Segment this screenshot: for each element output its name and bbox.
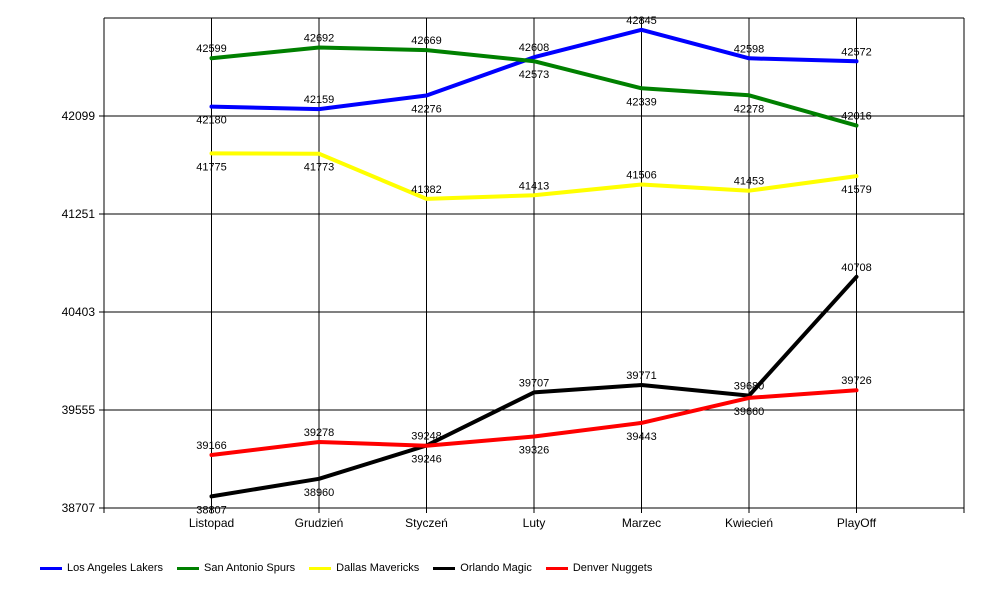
legend-swatch — [433, 566, 456, 570]
data-label: 39660 — [734, 406, 765, 418]
data-label: 39248 — [411, 430, 442, 442]
data-label: 39707 — [519, 377, 550, 389]
data-label: 42845 — [626, 15, 657, 27]
x-tick-label: PlayOff — [837, 516, 877, 530]
data-label: 39166 — [196, 440, 227, 452]
data-label: 42669 — [411, 35, 442, 47]
data-label: 41413 — [519, 180, 550, 192]
data-label: 41775 — [196, 161, 227, 173]
legend-item: Denver Nuggets — [545, 562, 653, 574]
data-label: 41382 — [411, 184, 442, 196]
legend-swatch — [309, 566, 332, 570]
data-label: 42692 — [304, 32, 335, 44]
data-label: 39278 — [304, 427, 335, 439]
series-line-4 — [209, 388, 859, 457]
data-label: 39726 — [841, 375, 872, 387]
data-label: 42276 — [411, 104, 442, 116]
legend-label: Orlando Magic — [460, 562, 532, 574]
series-line-0 — [209, 27, 859, 112]
data-label: 38960 — [304, 487, 335, 499]
legend-swatch — [177, 566, 200, 570]
x-tick-label: Grudzień — [295, 516, 344, 530]
data-label: 39443 — [626, 431, 657, 443]
legend-swatch — [40, 566, 62, 570]
legend: Los Angeles Lakers San Antonio Spurs Dalla… — [40, 562, 666, 574]
y-tick-label: 39555 — [62, 403, 96, 417]
legend-label: Denver Nuggets — [572, 562, 653, 574]
y-tick-label: 42099 — [62, 109, 96, 123]
data-label: 42599 — [196, 43, 227, 55]
data-label: 42278 — [734, 103, 765, 115]
y-tick-label: 41251 — [62, 207, 96, 221]
data-label: 42180 — [196, 115, 227, 127]
data-label: 39771 — [626, 370, 657, 382]
series-line-2 — [209, 151, 859, 201]
legend-item: Dallas Mavericks — [309, 562, 419, 574]
legend-label: San Antonio Spurs — [204, 562, 296, 574]
x-tick-label: Styczeń — [405, 516, 448, 530]
data-label: 41453 — [734, 176, 765, 188]
grid-lines — [104, 17, 964, 509]
y-axis-ticks: 38707 39555 40403 41251 42099 — [62, 109, 104, 515]
data-label: 42572 — [841, 46, 872, 58]
legend-item: San Antonio Spurs — [177, 562, 295, 574]
legend-label: Dallas Mavericks — [336, 562, 420, 574]
data-label: 41579 — [841, 184, 872, 196]
data-label: 41773 — [304, 162, 335, 174]
data-label: 38807 — [196, 504, 227, 516]
data-label: 42573 — [519, 69, 550, 81]
data-label: 41506 — [626, 170, 657, 182]
x-axis-ticks: Listopad Grudzień Styczeń Luty Marzec Kwiecie… — [103, 508, 965, 530]
series-lines — [209, 27, 859, 499]
x-tick-label: Marzec — [622, 516, 661, 530]
line-chart: 38707 39555 40403 41251 42099 Listopad Grudzi… — [62, 15, 965, 530]
legend-item: Orlando Magic — [433, 562, 532, 574]
y-tick-label: 40403 — [62, 305, 96, 319]
data-label: 42016 — [841, 111, 872, 123]
x-tick-label: Kwiecień — [725, 516, 773, 530]
series-line-3 — [209, 274, 859, 499]
data-label: 42598 — [734, 43, 765, 55]
data-label: 39246 — [411, 454, 442, 466]
y-tick-label: 38707 — [62, 501, 96, 515]
data-label: 42339 — [626, 96, 657, 108]
data-label: 39680 — [734, 381, 765, 393]
legend-label: Los Angeles Lakers — [67, 562, 164, 574]
data-label: 42159 — [304, 94, 335, 106]
x-tick-label: Luty — [523, 516, 546, 530]
series-line-1 — [209, 45, 859, 128]
legend-item: Los Angeles Lakers — [40, 562, 163, 574]
data-label: 40708 — [841, 262, 872, 274]
x-tick-label: Listopad — [189, 516, 234, 530]
data-label: 39326 — [519, 444, 550, 456]
legend-swatch — [545, 566, 568, 570]
data-labels: 42180 42159 42276 42608 42845 42598 42572 42599… — [196, 15, 872, 517]
data-label: 42608 — [519, 42, 550, 54]
